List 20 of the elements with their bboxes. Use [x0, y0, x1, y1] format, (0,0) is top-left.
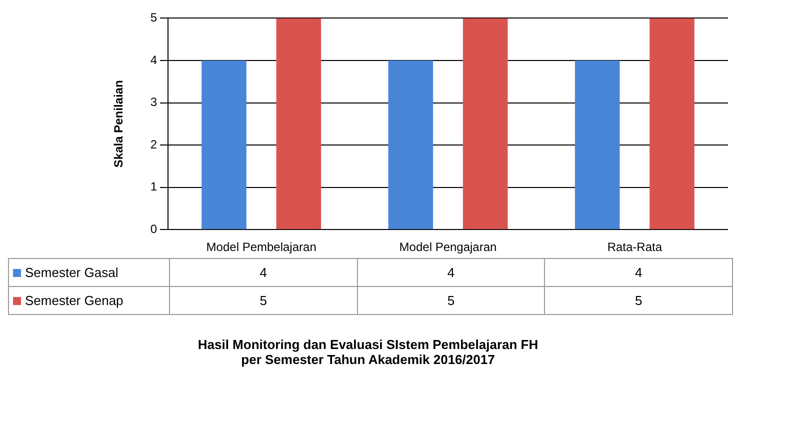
y-tick-label: 4	[150, 52, 158, 67]
y-tick-label: 3	[150, 95, 158, 110]
y-tick-label: 2	[150, 137, 158, 152]
y-tick-label: 0	[150, 222, 158, 236]
data-label: 4	[357, 258, 545, 286]
data-label: 4	[544, 258, 732, 286]
legend-label: Semester Gasal	[24, 265, 118, 280]
data-label: 5	[357, 286, 545, 314]
y-axis-title: Skala Penilaian	[112, 80, 126, 168]
text: per Semester Tahun Akademik 2016/2017	[240, 352, 496, 367]
x-tick-label: Model Pengajaran	[399, 240, 497, 254]
y-tick-label: 5	[150, 10, 158, 25]
data-label: 5	[544, 286, 732, 314]
text: Hasil Monitoring dan Evaluasi SIstem Pembelajaran FH	[196, 337, 540, 352]
legend-label: Semester Genap	[24, 293, 124, 308]
data-label: 4	[170, 258, 358, 286]
x-tick-label: Model Pembelajaran	[206, 240, 316, 254]
x-tick-label: Rata-Rata	[607, 240, 662, 254]
data-label: 5	[170, 286, 358, 314]
y-tick-label: 1	[150, 180, 158, 194]
